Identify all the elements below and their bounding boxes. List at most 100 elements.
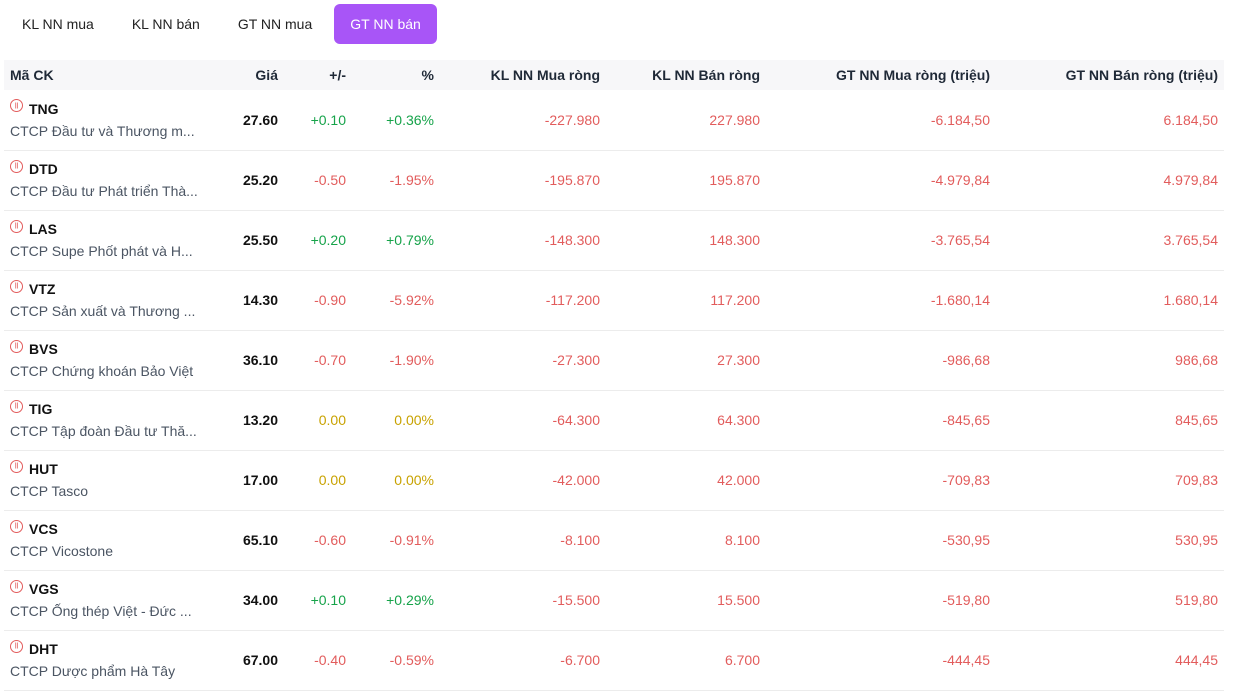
stock-info-icon[interactable]: || bbox=[10, 159, 23, 173]
table-row[interactable]: || TIG CTCP Tập đoàn Đầu tư Thă... 13.20 0.0… bbox=[4, 390, 1224, 450]
table-row[interactable]: || BVS CTCP Chứng khoán Bảo Việt 36.10 -0.70… bbox=[4, 330, 1224, 390]
kl-mua-cell: -195.870 bbox=[544, 172, 600, 188]
company-name: CTCP Dược phẩm Hà Tây bbox=[10, 663, 176, 679]
change-cell: -0.70 bbox=[314, 352, 346, 368]
stock-info-icon[interactable]: || bbox=[10, 459, 23, 473]
stock-info-icon[interactable]: || bbox=[10, 219, 23, 233]
stock-cell: || HUT CTCP Tasco bbox=[4, 450, 204, 510]
kl-mua-cell: -227.980 bbox=[544, 111, 600, 128]
stock-info-icon[interactable]: || bbox=[10, 279, 23, 293]
change-cell: +0.10 bbox=[310, 592, 346, 608]
stock-code-line: || DTD bbox=[10, 159, 198, 177]
kl-mua-cell: -15.500 bbox=[552, 592, 600, 608]
change-cell: -0.90 bbox=[314, 292, 346, 308]
kl-ban-cell: 15.500 bbox=[717, 592, 760, 608]
stock-code-line: || VTZ bbox=[10, 279, 198, 297]
stock-code[interactable]: VCS bbox=[29, 521, 58, 537]
tab-kl-nn-bán[interactable]: KL NN bán bbox=[131, 16, 200, 32]
percent-cell: +0.29% bbox=[386, 592, 434, 608]
stock-info-icon[interactable]: || bbox=[10, 579, 23, 593]
stock-code-line: || TNG bbox=[10, 99, 198, 117]
gt-mua-cell: -530,95 bbox=[942, 532, 990, 548]
gt-ban-cell: 4.979,84 bbox=[1163, 172, 1219, 188]
stock-cell: || DTD CTCP Đầu tư Phát triển Thà... bbox=[4, 150, 204, 210]
tab-gt-nn-bán[interactable]: GT NN bán bbox=[334, 4, 437, 44]
col-header-gt-mua[interactable]: GT NN Mua ròng (triệu) bbox=[836, 67, 990, 83]
stock-code[interactable]: DHT bbox=[29, 641, 58, 657]
col-header-gt-ban[interactable]: GT NN Bán ròng (triệu) bbox=[1065, 67, 1218, 83]
gt-mua-cell: -4.979,84 bbox=[930, 172, 990, 188]
percent-cell: -0.91% bbox=[389, 532, 434, 548]
stock-code-line: || HUT bbox=[10, 459, 198, 477]
price-cell: 14.30 bbox=[242, 292, 278, 308]
col-header-code[interactable]: Mã CK bbox=[10, 67, 54, 83]
stock-code[interactable]: TIG bbox=[29, 401, 53, 417]
col-header-change[interactable]: +/- bbox=[329, 67, 346, 83]
stock-cell: || BVS CTCP Chứng khoán Bảo Việt bbox=[4, 330, 204, 390]
percent-cell: 0.00% bbox=[394, 472, 434, 488]
stock-info-icon[interactable]: || bbox=[10, 399, 23, 413]
stock-info-icon[interactable]: || bbox=[10, 519, 23, 533]
table-row[interactable]: || DHT CTCP Dược phẩm Hà Tây 67.00 -0.40 -0.5… bbox=[4, 630, 1224, 690]
col-header-percent[interactable]: % bbox=[421, 67, 434, 83]
col-header-price[interactable]: Giá bbox=[255, 67, 278, 83]
stock-cell: || VGS CTCP Ống thép Việt - Đức ... bbox=[4, 570, 204, 630]
gt-ban-cell: 709,83 bbox=[1175, 472, 1218, 488]
price-cell: 34.00 bbox=[242, 592, 278, 608]
kl-ban-cell: 6.700 bbox=[724, 652, 760, 668]
price-cell: 65.10 bbox=[242, 532, 278, 548]
kl-ban-cell: 148.300 bbox=[709, 232, 760, 248]
company-name: CTCP Chứng khoán Bảo Việt bbox=[10, 363, 194, 379]
table-row[interactable]: || TNG CTCP Đầu tư và Thương m... 27.60 +0.1… bbox=[4, 90, 1224, 150]
stock-code-line: || VCS bbox=[10, 519, 198, 537]
stock-code[interactable]: VGS bbox=[29, 581, 59, 597]
table-row[interactable]: || VCS CTCP Vicostone 65.10 -0.60 -0.91% -8.10… bbox=[4, 510, 1224, 570]
percent-cell: +0.79% bbox=[386, 232, 434, 248]
kl-ban-cell: 8.100 bbox=[724, 532, 760, 548]
price-cell: 17.00 bbox=[242, 472, 278, 488]
table-row[interactable]: || VGS CTCP Ống thép Việt - Đức ... 34.00 +0… bbox=[4, 570, 1224, 630]
price-cell: 13.20 bbox=[242, 412, 278, 428]
stock-info-icon[interactable]: || bbox=[10, 339, 23, 353]
foreign-trading-table: Mã CK Giá +/- % KL NN Mua ròng KL NN Bán… bbox=[4, 60, 1224, 691]
change-cell: +0.20 bbox=[310, 232, 346, 248]
table-row[interactable]: || DTD CTCP Đầu tư Phát triển Thà... 25.20 -… bbox=[4, 150, 1224, 210]
stock-code[interactable]: BVS bbox=[29, 341, 58, 357]
percent-cell: +0.36% bbox=[386, 111, 434, 128]
company-name: CTCP Đầu tư và Thương m... bbox=[10, 122, 195, 139]
gt-mua-cell: -986,68 bbox=[942, 352, 990, 368]
price-cell: 25.50 bbox=[242, 232, 278, 248]
tab-gt-nn-mua[interactable]: GT NN mua bbox=[237, 16, 313, 32]
company-name: CTCP Supe Phốt phát và H... bbox=[10, 243, 193, 259]
stock-cell: || TIG CTCP Tập đoàn Đầu tư Thă... bbox=[4, 390, 204, 450]
table-row[interactable]: || LAS CTCP Supe Phốt phát và H... 25.50 +0.… bbox=[4, 210, 1224, 270]
kl-ban-cell: 27.300 bbox=[717, 352, 760, 368]
stock-code-line: || VGS bbox=[10, 579, 198, 597]
stock-info-icon[interactable]: || bbox=[10, 639, 23, 653]
stock-code[interactable]: VTZ bbox=[29, 281, 56, 297]
price-cell: 27.60 bbox=[242, 111, 278, 128]
gt-ban-cell: 845,65 bbox=[1175, 412, 1218, 428]
col-header-kl-mua[interactable]: KL NN Mua ròng bbox=[490, 67, 600, 83]
kl-ban-cell: 117.200 bbox=[710, 292, 760, 308]
change-cell: 0.00 bbox=[318, 472, 346, 488]
price-cell: 36.10 bbox=[242, 352, 278, 368]
gt-mua-cell: -519,80 bbox=[942, 592, 990, 608]
table-row[interactable]: || VTZ CTCP Sản xuất và Thương ... 14.30 -0.… bbox=[4, 270, 1224, 330]
stock-info-icon[interactable]: || bbox=[10, 99, 23, 113]
col-header-kl-ban[interactable]: KL NN Bán ròng bbox=[652, 67, 760, 83]
price-cell: 25.20 bbox=[242, 172, 278, 188]
change-cell: 0.00 bbox=[318, 412, 346, 428]
stock-code[interactable]: TNG bbox=[29, 100, 59, 117]
change-cell: -0.50 bbox=[314, 172, 346, 188]
kl-ban-cell: 195.870 bbox=[709, 172, 760, 188]
stock-code[interactable]: DTD bbox=[29, 161, 58, 177]
stock-code[interactable]: HUT bbox=[29, 461, 58, 477]
company-name: CTCP Tasco bbox=[10, 483, 89, 499]
table-row[interactable]: || HUT CTCP Tasco 17.00 0.00 0.00% -42.000 42.0… bbox=[4, 450, 1224, 510]
stock-code-line: || LAS bbox=[10, 219, 198, 237]
stock-code-line: || BVS bbox=[10, 339, 198, 357]
stock-code[interactable]: LAS bbox=[29, 221, 57, 237]
tab-kl-nn-mua[interactable]: KL NN mua bbox=[22, 16, 94, 32]
kl-mua-cell: -8.100 bbox=[560, 532, 600, 548]
